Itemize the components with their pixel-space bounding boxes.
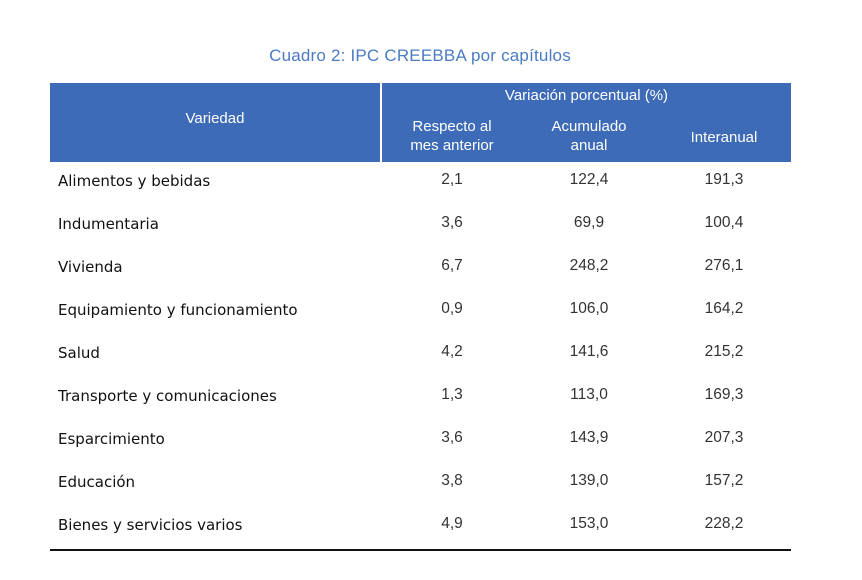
table-body: Alimentos y bebidas 2,1 122,4 191,3 Indu… (50, 162, 791, 549)
header-col-acumulado: Acumulado anual (526, 117, 652, 155)
table-header: Variedad Variación porcentual (%) Respec… (50, 83, 791, 162)
cell-mes-anterior: 3,6 (441, 429, 463, 446)
table-title: Cuadro 2: IPC CREEBBA por capítulos (269, 46, 571, 65)
cell-mes-anterior: 6,7 (441, 257, 463, 274)
row-label: Equipamiento y funcionamiento (58, 301, 298, 319)
cell-interanual: 100,4 (704, 214, 744, 231)
row-label: Salud (58, 344, 100, 362)
table-row: Alimentos y bebidas 2,1 122,4 191,3 (50, 162, 791, 205)
cell-acumulado: 122,4 (569, 171, 609, 188)
table-row: Transporte y comunicaciones 1,3 113,0 16… (50, 377, 791, 420)
header-col-acumulado-line2: anual (570, 137, 608, 154)
cell-interanual: 207,3 (704, 429, 744, 446)
cell-interanual: 276,1 (704, 257, 744, 274)
cell-mes-anterior: 3,8 (441, 472, 463, 489)
row-label: Educación (58, 473, 136, 491)
ipc-table: Variedad Variación porcentual (%) Respec… (50, 83, 791, 549)
cell-interanual: 157,2 (704, 472, 744, 489)
cell-acumulado: 106,0 (569, 300, 609, 317)
table-row: Indumentaria 3,6 69,9 100,4 (50, 205, 791, 248)
cell-interanual: 191,3 (704, 171, 744, 188)
table-bottom-rule (50, 549, 791, 551)
header-col-acumulado-line1: Acumulado (551, 118, 627, 135)
cell-acumulado: 141,6 (569, 343, 609, 360)
cell-acumulado: 143,9 (569, 429, 609, 446)
row-label: Alimentos y bebidas (58, 172, 211, 190)
header-col-mes-anterior-line1: Respecto al (412, 118, 492, 135)
cell-mes-anterior: 4,9 (441, 515, 463, 532)
row-label: Indumentaria (58, 215, 159, 233)
cell-interanual: 164,2 (704, 300, 744, 317)
cell-mes-anterior: 3,6 (441, 214, 463, 231)
cell-interanual: 228,2 (704, 515, 744, 532)
header-col-mes-anterior-line2: mes anterior (410, 137, 494, 154)
table-row: Educación 3,8 139,0 157,2 (50, 463, 791, 506)
cell-mes-anterior: 4,2 (441, 343, 463, 360)
cell-acumulado: 113,0 (570, 386, 608, 403)
table-row: Vivienda 6,7 248,2 276,1 (50, 248, 791, 291)
table-row: Esparcimiento 3,6 143,9 207,3 (50, 420, 791, 463)
header-divider (380, 83, 382, 162)
cell-mes-anterior: 1,3 (441, 386, 463, 403)
header-col-mes-anterior: Respecto al mes anterior (390, 117, 514, 155)
row-label: Esparcimiento (58, 430, 165, 448)
header-variedad: Variedad (185, 110, 245, 127)
row-label: Transporte y comunicaciones (58, 387, 277, 405)
cell-acumulado: 248,2 (569, 257, 609, 274)
cell-acumulado: 139,0 (569, 472, 609, 489)
cell-interanual: 169,3 (704, 386, 744, 403)
table-row: Equipamiento y funcionamiento 0,9 106,0 … (50, 291, 791, 334)
row-label: Bienes y servicios varios (58, 516, 243, 534)
cell-acumulado: 69,9 (573, 214, 605, 231)
cell-mes-anterior: 0,9 (441, 300, 463, 317)
cell-interanual: 215,2 (704, 343, 744, 360)
table-row: Bienes y servicios varios 4,9 153,0 228,… (50, 506, 791, 549)
header-col-interanual: Interanual (690, 129, 758, 146)
row-label: Vivienda (58, 258, 123, 276)
cell-acumulado: 153,0 (569, 515, 609, 532)
cell-mes-anterior: 2,1 (441, 171, 463, 188)
table-row: Salud 4,2 141,6 215,2 (50, 334, 791, 377)
header-group-variacion: Variación porcentual (%) (504, 87, 669, 104)
